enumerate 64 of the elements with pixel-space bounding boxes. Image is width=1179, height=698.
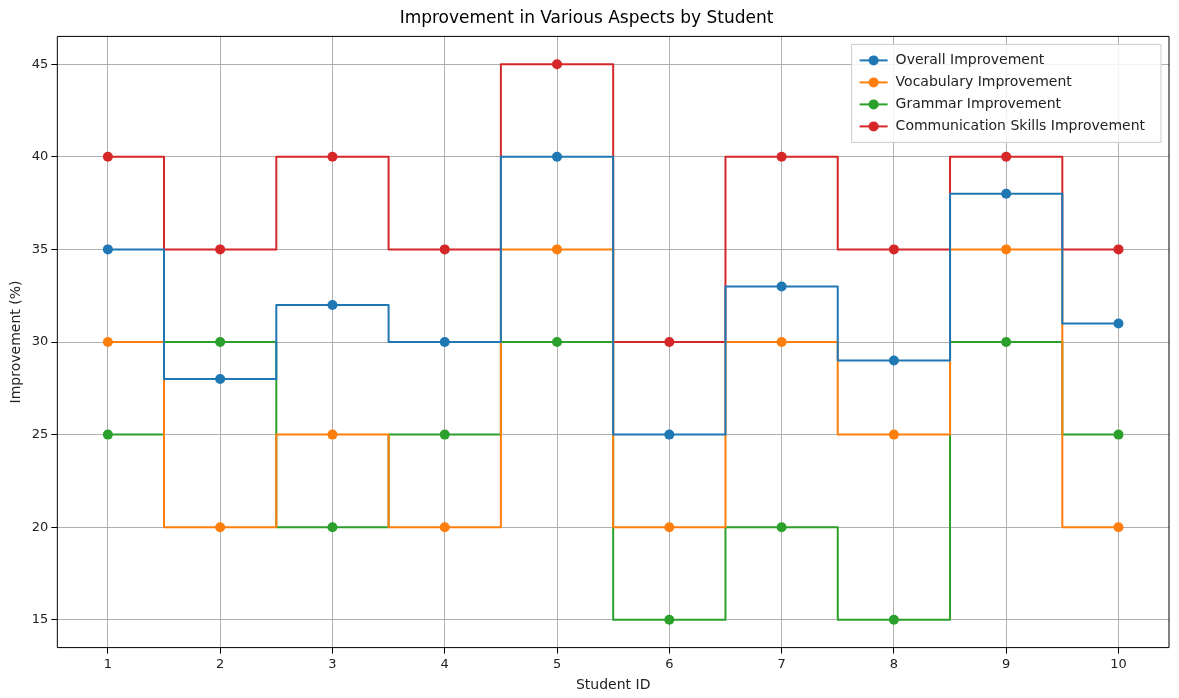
y-tick-label: 20 [31,518,49,534]
x-tick-label: 4 [440,655,449,671]
y-tick-label: 30 [31,333,49,349]
point [439,337,450,347]
x-tick-label: 5 [552,655,562,671]
x-tick-label: 6 [665,655,674,671]
point [1113,522,1124,533]
point [215,374,226,385]
point [1001,188,1012,199]
y-tick-label: 45 [31,55,49,71]
point [776,281,787,292]
x-tick-label: 9 [1002,655,1011,671]
x-tick-label: 3 [328,655,337,671]
x-tick-label: 1 [103,655,113,671]
y-tick-label: 35 [31,240,49,256]
point [664,429,675,440]
legend-label: Overall Improvement [895,51,1045,68]
point [439,244,450,255]
chart-title: Improvement in Various Aspects by Student [399,6,774,27]
point [1113,318,1124,329]
legend-label: Communication Skills Improvement [895,117,1146,134]
point [102,429,113,440]
point [102,337,113,347]
x-tick-label: 2 [216,655,225,671]
y-axis-title: Improvement (%) [7,280,24,404]
point [552,337,563,347]
point [664,614,675,625]
point [552,59,563,70]
point [888,355,899,366]
point [102,244,113,255]
point [439,522,450,533]
point [327,522,338,533]
point [776,337,787,347]
y-tick-label: 25 [31,425,49,441]
x-tick-label: 7 [777,655,786,671]
point [552,244,563,255]
point [888,244,899,255]
legend-label: Vocabulary Improvement [895,73,1073,90]
point [1001,151,1012,162]
x-axis-title: Student ID [575,676,651,693]
point [776,522,787,533]
point [888,429,899,440]
point [888,614,899,625]
y-tick-label: 40 [31,148,49,164]
point [1001,244,1012,255]
point [1113,429,1124,440]
point [215,244,226,255]
point [102,151,113,162]
y-tick-label: 15 [31,611,49,627]
point [664,522,675,533]
point [664,337,675,347]
point [327,151,338,162]
legend-label: Grammar Improvement [895,95,1062,112]
point [215,337,226,347]
point [327,299,338,310]
x-tick-label: 10 [1110,655,1127,671]
point [1001,337,1012,347]
point [1113,244,1124,255]
x-tick-label: 8 [889,655,899,671]
point [552,151,563,162]
point [327,429,338,440]
point [439,429,450,440]
point [776,151,787,162]
point [215,522,226,533]
